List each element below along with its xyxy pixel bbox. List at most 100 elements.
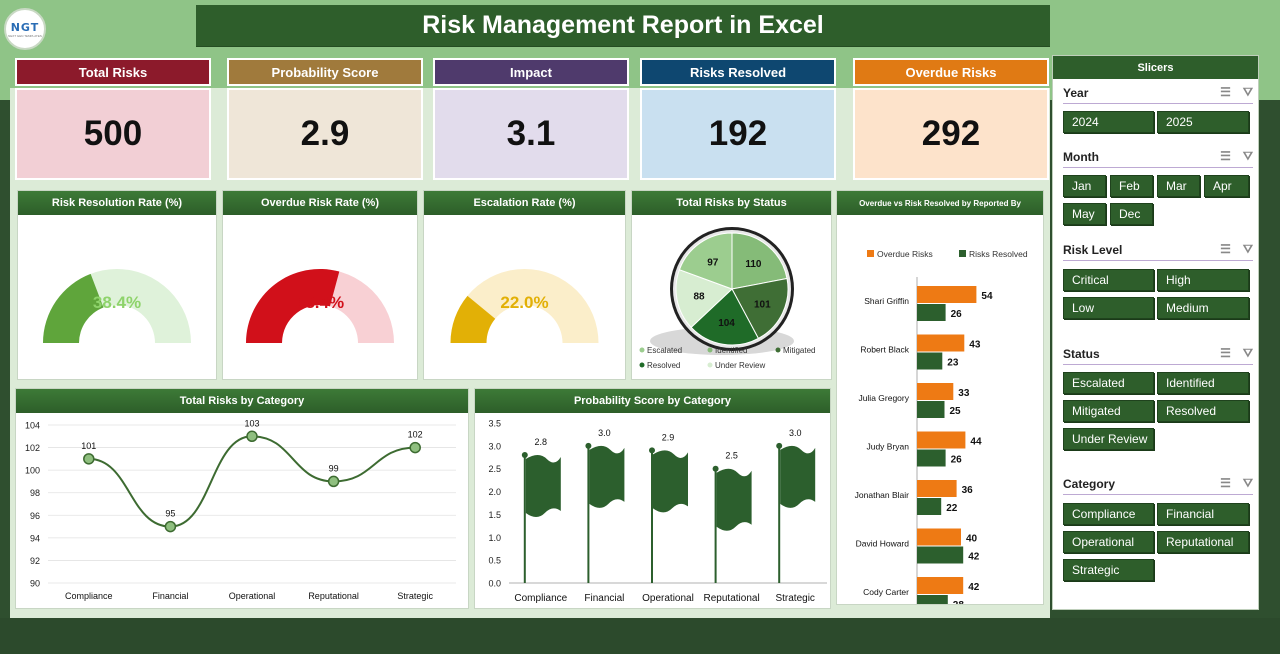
- kpi-overdue-risks: Overdue Risks 292: [853, 58, 1049, 180]
- bar-overdue: [917, 286, 977, 303]
- chart-title: Probability Score by Category: [475, 389, 830, 413]
- x-tick-label: Financial: [584, 593, 624, 604]
- data-label-overdue: 40: [966, 534, 978, 545]
- slicer-item-mitigated[interactable]: Mitigated: [1063, 400, 1154, 422]
- category-label: Jonathan Blair: [855, 490, 910, 500]
- multi-select-icon[interactable]: ☰: [1220, 476, 1231, 490]
- multi-select-icon[interactable]: ☰: [1220, 346, 1231, 360]
- page-title: Risk Management Report in Excel: [422, 11, 824, 39]
- pie-data-label: 97: [707, 257, 719, 268]
- data-point: [164, 520, 177, 533]
- flag-pole-tip: [776, 442, 783, 449]
- slicer-item-under-review[interactable]: Under Review: [1063, 428, 1154, 450]
- bar-resolved: [917, 546, 964, 564]
- gauge-card-overdue-rate: Overdue Risk Rate (%) 58.4%: [222, 190, 418, 380]
- slicer-item-low[interactable]: Low: [1063, 297, 1154, 319]
- slicer-item-jan[interactable]: Jan: [1063, 175, 1106, 197]
- kpi-label: Overdue Risks: [853, 58, 1049, 86]
- kpi-total-risks: Total Risks 500: [15, 58, 211, 180]
- multi-select-icon[interactable]: ☰: [1220, 85, 1231, 99]
- bar-resolved: [917, 498, 942, 515]
- slicer-item-mar[interactable]: Mar: [1157, 175, 1200, 197]
- slicer-item-feb[interactable]: Feb: [1110, 175, 1153, 197]
- data-label-resolved: 23: [947, 358, 959, 369]
- slicer-item-identified[interactable]: Identified: [1157, 372, 1249, 394]
- data-point: [83, 453, 95, 465]
- x-tick-label: Compliance: [514, 593, 567, 604]
- bar-resolved: [917, 401, 945, 418]
- bar-overdue: [917, 577, 964, 594]
- bar-overdue: [917, 431, 966, 449]
- slicer-item-reputational[interactable]: Reputational: [1157, 531, 1249, 553]
- gauge-fill: [43, 273, 104, 343]
- data-label-resolved: 25: [950, 406, 962, 417]
- legend-label: Under Review: [715, 361, 765, 370]
- y-tick-label: 102: [25, 443, 40, 453]
- pie-data-label: 104: [718, 318, 735, 329]
- flag-bar: [653, 450, 688, 513]
- bar-resolved: [917, 352, 943, 370]
- bar-chart-reported-by: Overdue Risks Risks Resolved Shari Griffin…: [855, 249, 1028, 612]
- chart-title: Total Risks by Category: [16, 389, 468, 413]
- data-label: 102: [408, 430, 423, 440]
- slicer-item-compliance[interactable]: Compliance: [1063, 503, 1154, 525]
- gauge-fill: [246, 269, 340, 343]
- clear-filter-icon[interactable]: ⛛: [1242, 85, 1253, 99]
- data-label: 3.0: [789, 428, 802, 438]
- prob-card-category: Probability Score by Category 3.5 3.0 2.5 2…: [474, 388, 831, 609]
- slicer-item-financial[interactable]: Financial: [1157, 503, 1249, 525]
- category-label: David Howard: [856, 539, 910, 549]
- clear-filter-icon[interactable]: ⛛: [1242, 476, 1253, 490]
- clear-filter-icon[interactable]: ⛛: [1242, 149, 1253, 163]
- y-tick-label: 3.0: [488, 441, 501, 451]
- y-tick-label: 96: [30, 511, 40, 521]
- slicer-item-apr[interactable]: Apr: [1204, 175, 1249, 197]
- slicer-item-escalated[interactable]: Escalated: [1063, 372, 1154, 394]
- kpi-label: Risks Resolved: [640, 58, 836, 86]
- data-label-overdue: 44: [970, 437, 982, 448]
- pie-card-status: Total Risks by Status 110 101 104 88 97 Escal…: [631, 190, 832, 380]
- slicer-item-strategic[interactable]: Strategic: [1063, 559, 1154, 581]
- slicers-panel: Slicers Year ☰ ⛛ 2024 2025 Month ☰ ⛛ Jan Feb…: [1052, 55, 1259, 610]
- slicer-item-high[interactable]: High: [1157, 269, 1249, 291]
- data-label: 2.5: [725, 451, 738, 461]
- x-tick-label: Reputational: [308, 591, 359, 601]
- clear-filter-icon[interactable]: ⛛: [1242, 242, 1253, 256]
- y-tick-label: 0.0: [488, 579, 501, 589]
- legend-marker: [639, 347, 645, 353]
- chart-title: Total Risks by Status: [632, 191, 831, 215]
- data-label-overdue: 54: [981, 291, 993, 302]
- data-label: 3.0: [598, 428, 611, 438]
- legend-marker: [959, 250, 966, 257]
- multi-select-icon[interactable]: ☰: [1220, 242, 1231, 256]
- slicer-item-dec[interactable]: Dec: [1110, 203, 1153, 225]
- clear-filter-icon[interactable]: ⛛: [1242, 346, 1253, 360]
- slicer-item-may[interactable]: May: [1063, 203, 1106, 225]
- kpi-probability-score: Probability Score 2.9: [227, 58, 423, 180]
- kpi-value: 192: [640, 88, 836, 180]
- slicer-item-2024[interactable]: 2024: [1063, 111, 1154, 133]
- slicer-risk-level: Risk Level ☰ ⛛ Critical High Low Medium: [1063, 239, 1253, 319]
- multi-select-icon[interactable]: ☰: [1220, 149, 1231, 163]
- slicer-label: Status: [1063, 346, 1100, 361]
- slicer-item-medium[interactable]: Medium: [1157, 297, 1249, 319]
- y-tick-label: 2.5: [488, 464, 501, 474]
- kpi-label: Impact: [433, 58, 629, 86]
- pie-slice: [690, 288, 760, 346]
- chart-title: Risk Resolution Rate (%): [18, 191, 216, 215]
- slicer-item-critical[interactable]: Critical: [1063, 269, 1154, 291]
- slicer-item-resolved[interactable]: Resolved: [1157, 400, 1249, 422]
- flag-pole-tip: [585, 442, 592, 449]
- chart-title: Overdue Risk Rate (%): [223, 191, 417, 215]
- kpi-risks-resolved: Risks Resolved 192: [640, 58, 836, 180]
- data-label: 2.8: [535, 437, 548, 447]
- bar-resolved: [917, 304, 946, 321]
- data-label: 103: [244, 418, 259, 428]
- data-label-overdue: 33: [958, 388, 970, 399]
- y-tick-label: 2.0: [488, 487, 501, 497]
- legend-marker: [707, 347, 713, 353]
- chart-title: Overdue vs Risk Resolved by Reported By: [837, 191, 1043, 215]
- flag-pole-tip: [712, 465, 719, 472]
- slicer-item-operational[interactable]: Operational: [1063, 531, 1154, 553]
- slicer-item-2025[interactable]: 2025: [1157, 111, 1249, 133]
